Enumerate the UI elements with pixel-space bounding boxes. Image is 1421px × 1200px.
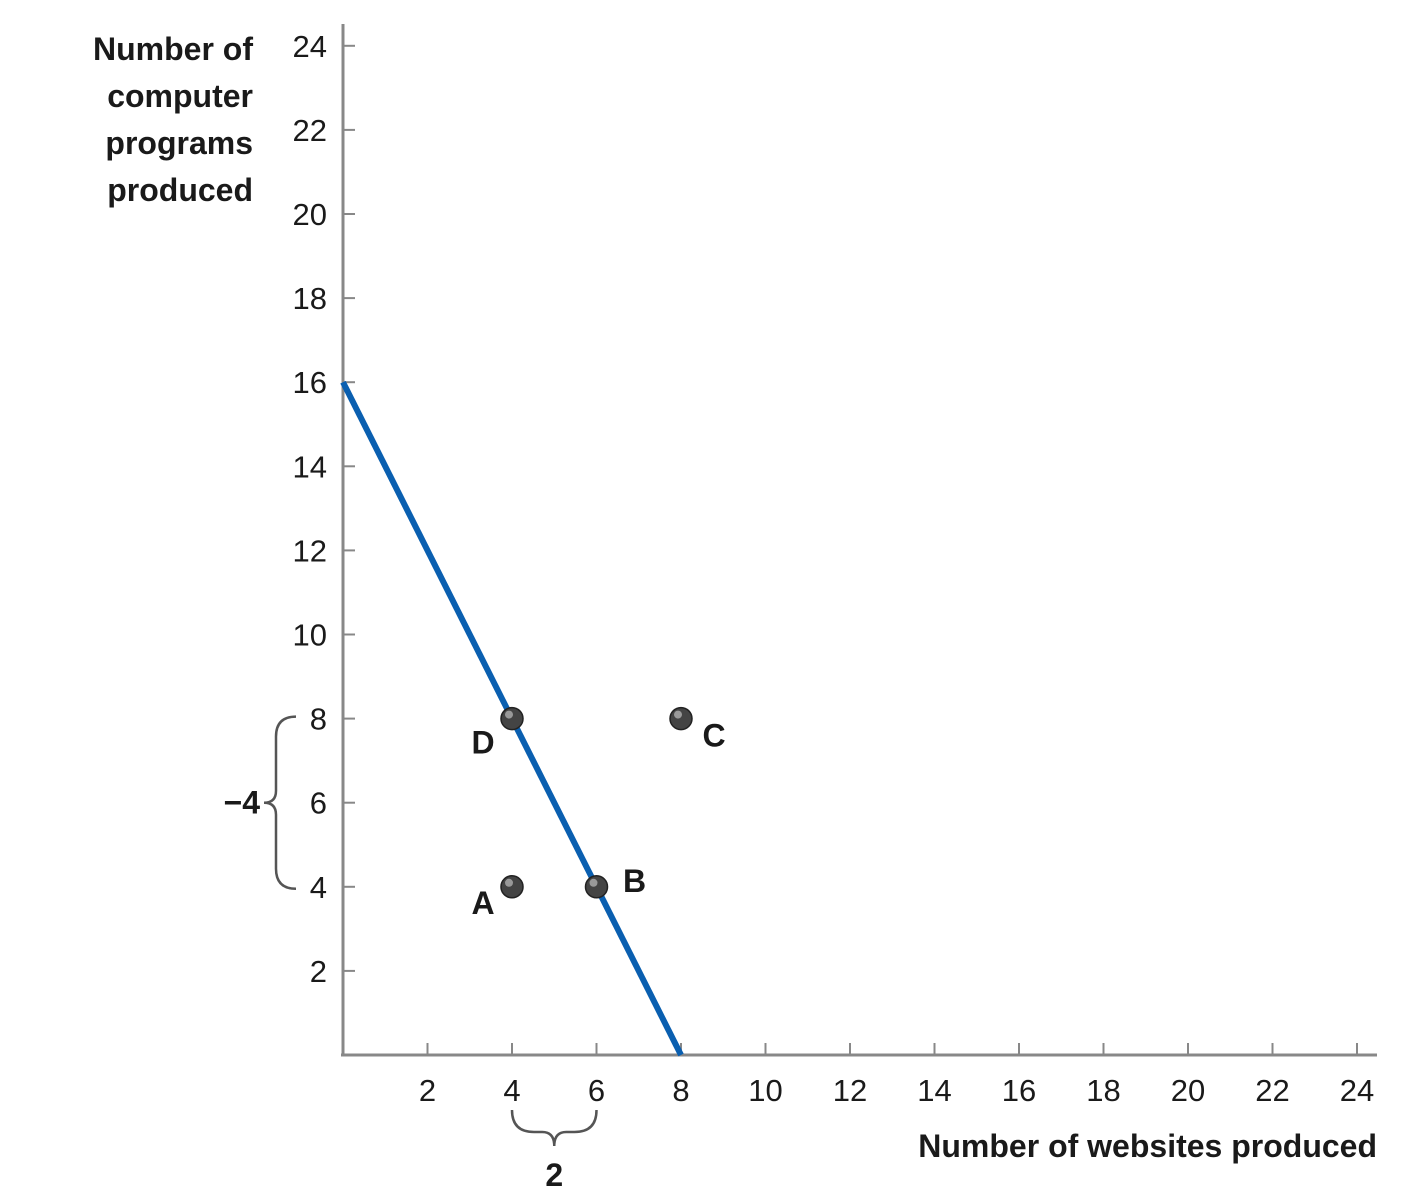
x-tick-label: 8 xyxy=(672,1073,689,1108)
data-point-highlight xyxy=(505,878,513,887)
x-tick-label: 24 xyxy=(1340,1073,1374,1108)
x-brace-label: 2 xyxy=(545,1157,563,1193)
x-tick-label: 6 xyxy=(588,1073,605,1108)
data-point-d xyxy=(500,706,524,731)
data-point-b xyxy=(584,875,609,899)
x-tick-label: 18 xyxy=(1086,1073,1120,1108)
y-brace xyxy=(263,715,297,891)
y-tick-label: 16 xyxy=(293,365,327,400)
point-label-a: A xyxy=(471,885,494,921)
y-axis-label: produced xyxy=(107,172,253,208)
y-tick-label: 24 xyxy=(293,29,327,64)
data-point-highlight xyxy=(589,878,598,887)
point-label-c: C xyxy=(702,718,725,754)
y-tick-label: 2 xyxy=(310,954,327,989)
x-axis-label: Number of websites produced xyxy=(918,1128,1377,1164)
y-tick-label: 4 xyxy=(310,870,327,905)
y-tick-label: 6 xyxy=(310,786,327,821)
x-tick-label: 20 xyxy=(1171,1073,1205,1108)
y-tick-label: 12 xyxy=(293,533,327,568)
data-point-highlight xyxy=(505,710,513,719)
x-tick-label: 4 xyxy=(503,1073,520,1108)
y-axis-label: Number of xyxy=(93,31,253,67)
y-brace-label: −4 xyxy=(224,785,261,821)
y-tick-label: 20 xyxy=(293,197,327,232)
x-tick-label: 10 xyxy=(748,1073,782,1108)
y-tick-label: 14 xyxy=(293,449,327,484)
x-tick-label: 2 xyxy=(419,1073,436,1108)
data-point-highlight xyxy=(674,710,682,719)
x-tick-label: 12 xyxy=(833,1073,867,1108)
data-point-c xyxy=(669,706,693,731)
y-tick-label: 22 xyxy=(293,113,327,148)
y-tick-label: 8 xyxy=(310,702,327,737)
x-tick-label: 16 xyxy=(1002,1073,1036,1108)
x-tick-label: 14 xyxy=(917,1073,951,1108)
y-axis-label: programs xyxy=(105,125,253,161)
y-tick-label: 18 xyxy=(293,281,327,316)
data-point-a xyxy=(500,875,524,899)
y-tick-label: 10 xyxy=(293,618,327,653)
x-brace xyxy=(510,1109,598,1147)
point-label-d: D xyxy=(471,725,494,761)
y-axis-label: computer xyxy=(107,78,253,114)
point-label-b: B xyxy=(623,863,646,899)
x-tick-label: 22 xyxy=(1255,1073,1289,1108)
